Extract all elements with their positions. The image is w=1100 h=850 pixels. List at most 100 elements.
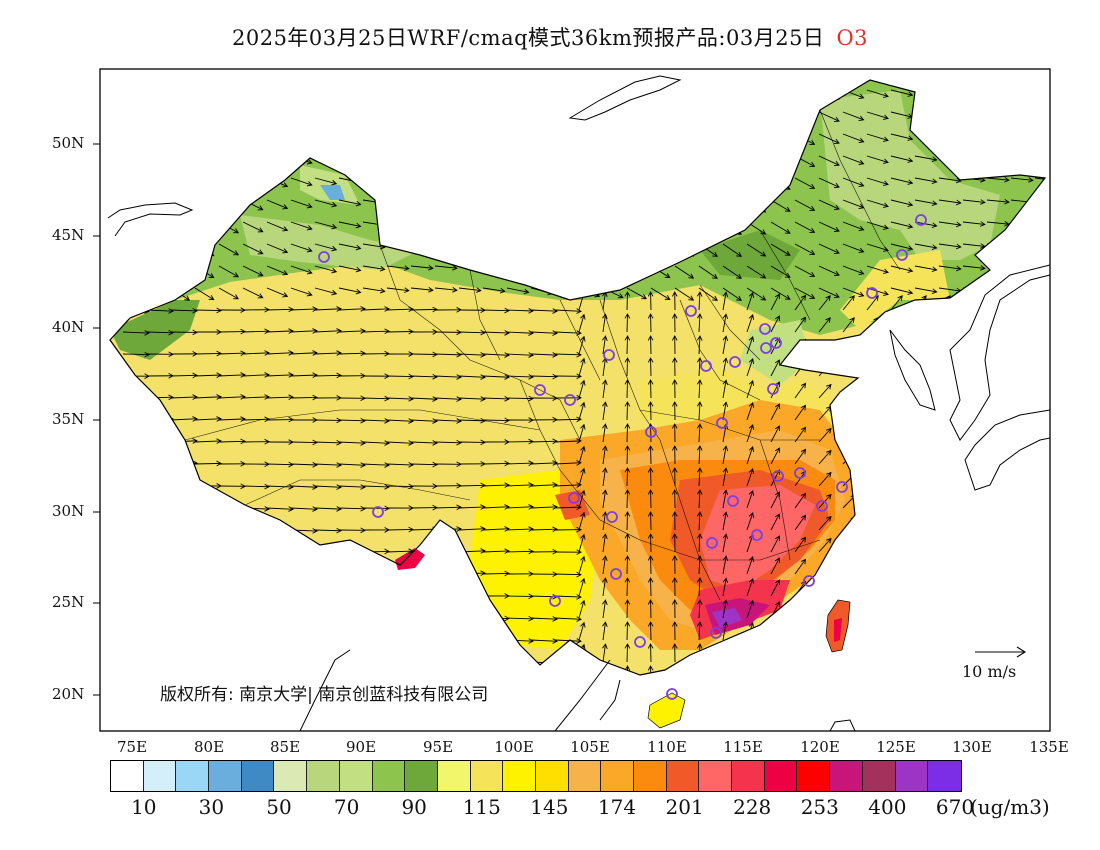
wind-arrow xyxy=(890,199,914,207)
wind-arrow xyxy=(386,265,410,271)
wind-arrow xyxy=(314,439,342,446)
wind-arrow xyxy=(986,199,1010,205)
wind-arrow xyxy=(818,243,840,254)
wind-arrow xyxy=(554,549,582,555)
hainan-island xyxy=(647,692,686,729)
wind-arrow xyxy=(266,506,294,512)
wind-arrow xyxy=(624,577,631,597)
wind-arrow xyxy=(314,527,342,534)
station-marker xyxy=(549,595,561,607)
wind-arrow xyxy=(842,111,865,121)
wind-arrow xyxy=(530,526,558,533)
wind-arrow xyxy=(482,287,506,294)
wind-arrow xyxy=(671,335,678,355)
wind-arrow xyxy=(578,401,586,421)
legend-swatch xyxy=(176,761,210,791)
lon-label-85: 85E xyxy=(269,738,301,756)
wind-arrow xyxy=(554,594,582,600)
wind-arrow xyxy=(314,462,342,468)
wind-arrow xyxy=(842,177,865,187)
legend-swatch xyxy=(111,761,144,791)
wind-arrow xyxy=(746,292,755,311)
station-marker xyxy=(915,214,927,226)
lon-label-105: 105E xyxy=(570,738,610,756)
legend-label: 10 xyxy=(131,795,157,819)
wind-arrow xyxy=(578,357,586,377)
wind-arrow xyxy=(290,350,318,356)
wind-arrow xyxy=(218,438,246,445)
wind-arrow xyxy=(674,265,695,279)
wind-arrow xyxy=(671,423,678,443)
legend-swatch xyxy=(307,761,340,791)
wind-arrow xyxy=(242,372,270,378)
wind-arrow xyxy=(818,427,832,443)
wind-arrow xyxy=(218,265,239,278)
lon-label-135: 135E xyxy=(1029,738,1069,756)
station-marker xyxy=(767,383,779,395)
wind-arrow xyxy=(624,489,631,509)
legend-swatch xyxy=(568,761,602,791)
wind-arrow xyxy=(194,350,222,357)
wind-arrow xyxy=(338,221,362,229)
wind-arrow xyxy=(338,484,366,490)
wind-arrow xyxy=(914,221,938,228)
wind-arrow xyxy=(770,199,791,212)
copyright-text: 版权所有: 南京大学| 南京创蓝科技有限公司 xyxy=(160,685,489,705)
wind-arrow xyxy=(866,243,889,252)
wind-arrow xyxy=(554,526,582,533)
wind-arrow xyxy=(746,600,755,619)
wind-arrow xyxy=(671,313,678,333)
wind-arrow xyxy=(314,328,342,334)
station-marker xyxy=(866,287,878,299)
wind-arrow xyxy=(914,265,938,272)
wind-arrow xyxy=(602,379,608,399)
wind-arrow xyxy=(671,555,678,575)
wind-arrow xyxy=(506,504,534,510)
wind-arrow xyxy=(242,221,264,233)
wind-arrow xyxy=(624,357,631,377)
wind-arrow xyxy=(146,329,174,336)
wind-arrow xyxy=(482,504,510,510)
legend-swatch xyxy=(634,761,667,791)
wind-arrow xyxy=(362,440,390,446)
wind-arrow xyxy=(506,330,534,336)
wind-arrow xyxy=(530,504,558,510)
station-marker xyxy=(770,337,782,349)
wind-arrow xyxy=(170,416,198,422)
wind-arrow xyxy=(624,401,631,421)
station-marker xyxy=(772,470,784,482)
wind-arrow xyxy=(818,515,832,531)
wind-arrow xyxy=(794,514,807,531)
wind-arrow xyxy=(290,287,313,297)
wind-arrow xyxy=(386,440,414,446)
wind-arrow xyxy=(624,313,631,333)
wind-arrow xyxy=(674,287,695,301)
wind-arrow xyxy=(770,359,780,377)
wind-arrow xyxy=(218,372,246,378)
legend-label: 145 xyxy=(530,795,569,819)
wind-arrow xyxy=(554,638,582,644)
wind-arrow xyxy=(386,462,414,468)
wind-arrow xyxy=(647,379,654,399)
wind-arrow xyxy=(647,291,654,311)
wind-arrow xyxy=(290,265,313,275)
wind-arrow xyxy=(602,445,608,465)
wind-arrow xyxy=(458,374,486,380)
wind-arrow xyxy=(386,418,414,424)
wind-arrow xyxy=(842,133,865,143)
wind-arrow xyxy=(530,638,558,644)
wind-arrow xyxy=(170,372,198,379)
wind-arrow xyxy=(647,621,654,641)
legend-swatch xyxy=(699,761,733,791)
wind-arrow xyxy=(194,372,222,378)
wind-arrow xyxy=(770,535,780,553)
wind-arrow xyxy=(314,199,338,208)
wind-arrow xyxy=(578,335,586,355)
wind-arrow xyxy=(938,243,962,250)
wind-arrow xyxy=(818,449,832,465)
wind-arrow xyxy=(914,243,938,250)
legend-swatch xyxy=(601,761,634,791)
wind-arrow xyxy=(314,372,342,379)
lon-label-115: 115E xyxy=(723,738,763,756)
